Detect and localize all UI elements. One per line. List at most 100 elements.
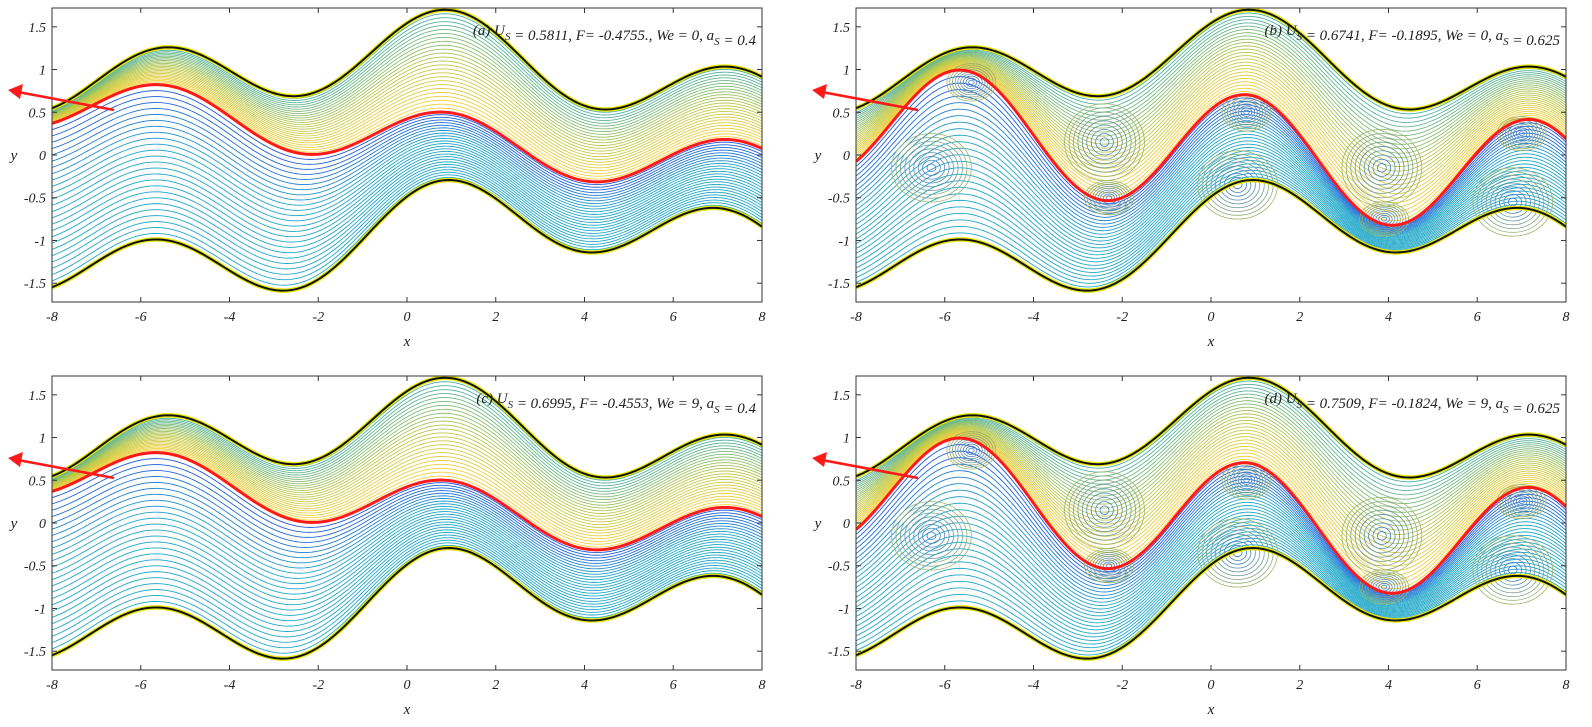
lower-streamline — [52, 143, 762, 217]
vortex-contour — [1350, 505, 1414, 567]
upper-streamline — [52, 443, 762, 534]
vortex-contour — [1515, 497, 1528, 506]
panel-annotation: (d) US = 0.7509, F= -0.1824, We = 9, aS … — [1264, 391, 1560, 417]
upper-streamline — [856, 387, 1566, 491]
x-tick-label: 6 — [670, 678, 677, 693]
upper-streamline — [52, 78, 762, 172]
lower-streamline — [856, 498, 1566, 607]
panel-annotation: (b) US = 0.6741, F= -0.1895, We = 0, aS … — [1264, 23, 1560, 49]
vortex-contour — [1223, 173, 1252, 197]
y-tick-label: 0 — [39, 149, 46, 164]
lower-streamline — [856, 492, 1566, 604]
vortex-contour — [1367, 207, 1401, 231]
upper-streamline — [52, 397, 762, 492]
upper-streamline — [52, 432, 762, 517]
vortex-contour — [1354, 141, 1409, 194]
upper-wall — [52, 376, 762, 479]
vortex-contour — [1064, 103, 1145, 182]
upper-streamline — [856, 64, 1566, 199]
vortex-contour — [1086, 550, 1132, 582]
vortex-contour — [1515, 129, 1528, 138]
lower-streamline — [52, 529, 762, 622]
vortex-contour — [946, 431, 997, 470]
x-tick-label: -8 — [46, 310, 58, 325]
vortex-contour — [1086, 492, 1123, 528]
vortex-contour — [1237, 105, 1256, 119]
vortex-contour — [1359, 569, 1409, 605]
lower-streamline — [52, 505, 762, 578]
chart-panel-3: -8 -6 -4 -2 0 2 4 6 8 -1.5 -1 -0.5 0 0.5 1 1.5 x y (c) US … — [9, 375, 766, 718]
lower-streamline — [856, 544, 1566, 656]
upper-streamline — [856, 393, 1566, 500]
lower-streamline — [856, 108, 1566, 232]
vortex-contour — [1359, 146, 1405, 190]
lower-streamline — [52, 169, 762, 270]
y-tick-label: 1.5 — [29, 389, 47, 404]
lower-streamline — [856, 133, 1566, 242]
vortex-contour — [1084, 180, 1134, 216]
chart-panel-2: -8 -6 -4 -2 0 2 4 6 8 -1.5 -1 -0.5 0 0.5 1 1.5 x y (b) US … — [813, 7, 1570, 350]
lower-streamline — [52, 108, 762, 194]
upper-streamline — [52, 74, 762, 163]
vortex-contour — [1361, 203, 1407, 235]
upper-streamline — [52, 21, 762, 119]
vortex-contour — [1237, 473, 1256, 487]
upper-streamline — [856, 430, 1566, 558]
upper-streamline — [52, 420, 762, 509]
upper-streamline — [856, 432, 1566, 567]
upper-streamline — [52, 17, 762, 116]
vortex-contour — [1499, 558, 1527, 582]
vortex-contour — [1499, 190, 1527, 214]
upper-streamline — [856, 431, 1566, 563]
upper-streamline — [52, 56, 762, 144]
upper-streamline — [856, 48, 1566, 163]
chart-panel-1: -8 -6 -4 -2 0 2 4 6 8 -1.5 -1 -0.5 0 0.5 1 1.5 x y (a) US … — [9, 7, 766, 350]
vortex-contour — [1243, 109, 1250, 115]
x-tick-label: 6 — [1474, 678, 1481, 693]
vortex-contour — [1364, 205, 1404, 233]
lower-streamline — [52, 102, 762, 191]
x-axis-label: x — [403, 334, 411, 350]
upper-wall — [52, 8, 762, 111]
lower-streamline — [856, 156, 1566, 266]
vortex-contour — [1372, 526, 1392, 545]
x-tick-label: 4 — [1385, 310, 1392, 325]
upper-streamline — [52, 446, 762, 540]
upper-streamline — [856, 435, 1566, 585]
lower-streamline — [52, 90, 762, 185]
lower-streamline — [52, 125, 762, 202]
vortex-contour — [949, 433, 994, 468]
y-tick-label: -1.5 — [24, 645, 46, 660]
x-tick-label: 2 — [492, 678, 499, 693]
lower-streamline — [856, 137, 1566, 245]
upper-streamline — [52, 81, 762, 177]
vortex-contour — [1229, 467, 1264, 494]
upper-streamline — [52, 29, 762, 124]
flow-direction-arrow — [8, 452, 115, 480]
lower-streamline — [52, 503, 762, 575]
vortex-contour — [1232, 469, 1261, 492]
upper-streamline — [52, 449, 762, 545]
vortex-contour — [926, 163, 937, 173]
upper-streamline — [856, 67, 1566, 217]
vortex-contour — [1090, 128, 1119, 156]
lower-streamline — [856, 115, 1566, 234]
lower-streamline — [856, 173, 1566, 284]
lower-streamline — [52, 508, 762, 581]
vortex-contour — [1354, 509, 1409, 562]
contour-plot — [52, 8, 762, 293]
y-tick-label: -0.5 — [24, 560, 46, 575]
x-tick-label: -6 — [135, 310, 147, 325]
upper-streamline — [856, 62, 1566, 190]
x-tick-label: 0 — [404, 678, 411, 693]
y-tick-label: 0.5 — [833, 474, 851, 489]
upper-streamline — [52, 68, 762, 152]
x-tick-label: -2 — [1116, 310, 1128, 325]
x-tick-label: -4 — [1028, 678, 1040, 693]
lower-streamline — [856, 120, 1566, 235]
vortex-contour — [1490, 182, 1536, 222]
upper-streamline — [856, 397, 1566, 505]
lower-streamline — [52, 163, 762, 259]
vortex-contour — [1086, 124, 1123, 160]
vortex-contour — [1206, 157, 1270, 212]
